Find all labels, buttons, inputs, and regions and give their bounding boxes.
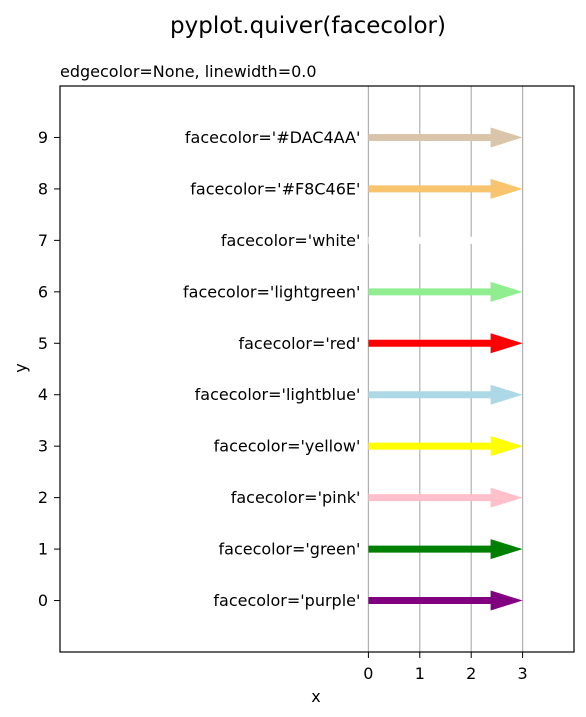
arrow-label: facecolor='#DAC4AA' [185,128,360,147]
x-tick-label: 3 [518,664,528,683]
y-tick-label: 1 [38,540,48,559]
arrow-series [368,127,523,611]
x-axis-label: x [311,687,320,706]
y-tick-label: 6 [38,282,48,301]
quiver-arrow [368,127,523,148]
y-tick-label: 0 [38,591,48,610]
y-axis-ticks: 0 1 2 3 4 5 6 7 8 9 [38,128,60,610]
arrow-label: facecolor='#F8C46E' [190,179,360,198]
arrow-label: facecolor='pink' [231,488,361,507]
x-tick-label: 2 [466,664,476,683]
y-tick-label: 2 [38,488,48,507]
arrow-label: facecolor='green' [219,540,361,559]
quiver-arrow [368,590,523,611]
plot-area [59,85,575,653]
arrow-label: facecolor='purple' [213,591,360,610]
chart-subtitle: edgecolor=None, linewidth=0.0 [60,62,317,81]
y-axis-label: y [11,363,30,372]
x-tick-label: 1 [415,664,425,683]
y-tick-label: 8 [38,179,48,198]
quiver-arrow [368,487,523,508]
x-tick-label: 0 [363,664,373,683]
arrow-label: facecolor='red' [238,334,360,353]
y-tick-label: 3 [38,437,48,456]
y-tick-label: 5 [38,334,48,353]
chart-title: pyplot.quiver(facecolor) [170,13,446,39]
x-axis-ticks: 0 1 2 3 [363,652,528,683]
quiver-arrow [368,281,523,302]
arrow-label: facecolor='yellow' [214,437,361,456]
arrow-label: facecolor='lightblue' [195,385,361,404]
vertical-gridlines [367,86,524,652]
arrow-label: facecolor='white' [221,231,360,250]
quiver-arrow [368,178,523,199]
quiver-arrow [368,230,523,251]
y-tick-label: 9 [38,128,48,147]
y-tick-label: 7 [38,231,48,250]
quiver-arrow [368,539,523,560]
y-tick-label: 4 [38,385,48,404]
quiver-arrow [368,384,523,405]
quiver-arrow [368,333,523,354]
arrow-label: facecolor='lightgreen' [183,282,360,301]
quiver-arrow [368,436,523,457]
arrow-labels: facecolor='purple' facecolor='green' facec… [183,128,360,610]
